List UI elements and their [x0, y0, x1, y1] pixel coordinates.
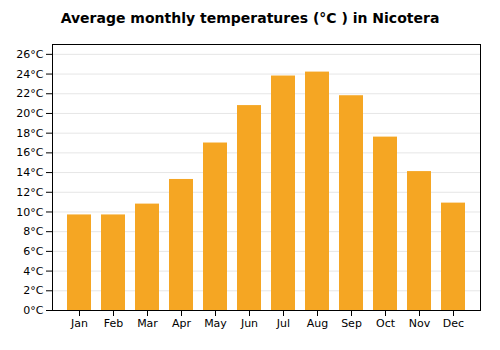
svg-text:Jul: Jul — [276, 317, 290, 330]
svg-text:24°C: 24°C — [16, 68, 43, 81]
svg-text:Aug: Aug — [307, 317, 328, 330]
html-text:Average monthly temperatures (: Average monthly temperatures (°C ) in Ni… — [60, 10, 440, 26]
svg-text:16°C: 16°C — [16, 146, 43, 159]
svg-text:4°C: 4°C — [23, 265, 43, 278]
svg-text:10°C: 10°C — [16, 206, 43, 219]
svg-text:Jan: Jan — [70, 317, 88, 330]
svg-text:Jun: Jun — [240, 317, 258, 330]
svg-text:Sep: Sep — [341, 317, 362, 330]
svg-text:Dec: Dec — [443, 317, 464, 330]
svg-text:0°C: 0°C — [23, 304, 43, 317]
svg-text:Nov: Nov — [409, 317, 431, 330]
svg-text:14°C: 14°C — [16, 166, 43, 179]
svg-text:6°C: 6°C — [23, 245, 43, 258]
svg-text:May: May — [204, 317, 227, 330]
svg-text:22°C: 22°C — [16, 87, 43, 100]
svg-text:Apr: Apr — [172, 317, 192, 330]
svg-text:12°C: 12°C — [16, 186, 43, 199]
svg-text:Mar: Mar — [137, 317, 158, 330]
svg-text:Feb: Feb — [104, 317, 123, 330]
svg-text:2°C: 2°C — [23, 284, 43, 297]
svg-text:Oct: Oct — [376, 317, 396, 330]
svg-text:8°C: 8°C — [23, 225, 43, 238]
svg-text:18°C: 18°C — [16, 127, 43, 140]
svg-text:26°C: 26°C — [16, 48, 43, 61]
svg-text:20°C: 20°C — [16, 107, 43, 120]
